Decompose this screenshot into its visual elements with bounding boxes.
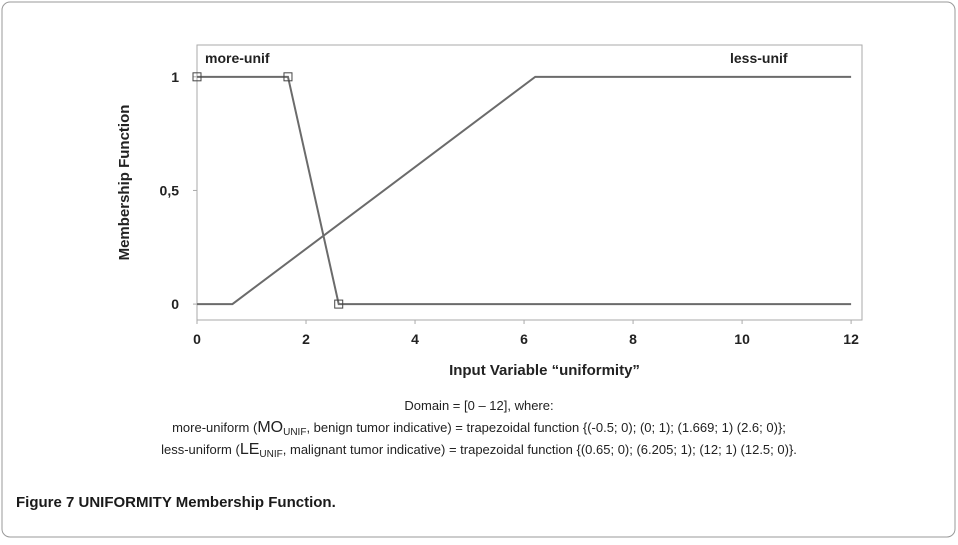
note: less-uniform (LEUNIF, malignant tumor in… [161, 441, 797, 460]
point-marker [283, 72, 293, 82]
series-label: less-unif [730, 50, 788, 66]
plot-frame [196, 44, 863, 321]
x-tick-label: 10 [734, 331, 750, 347]
x-axis-label: Input Variable “uniformity” [449, 362, 640, 379]
series-line [197, 75, 852, 306]
x-tick-label: 0 [193, 331, 201, 347]
y-tick-label: 0,5 [160, 182, 180, 198]
x-tick-label: 8 [629, 331, 637, 347]
note-part: less-uniform ( [161, 442, 240, 457]
note-part: LE [240, 441, 260, 458]
x-tick-label: 12 [843, 331, 859, 347]
series-label: more-unif [205, 50, 270, 66]
note-part: MO [257, 419, 283, 436]
note-part: Domain = [0 – 12], where: [404, 398, 553, 413]
x-tick-label: 2 [302, 331, 310, 347]
x-tick-label: 4 [411, 331, 419, 347]
note-part: UNIF [259, 449, 282, 460]
note-part: , malignant tumor indicative) = trapezoi… [283, 442, 797, 457]
note: Domain = [0 – 12], where: [404, 398, 553, 413]
note-part: , benign tumor indicative) = trapezoidal… [306, 420, 785, 435]
note-part: more-uniform ( [172, 420, 258, 435]
point-marker [192, 72, 202, 82]
y-tick-label: 1 [171, 69, 179, 85]
note-part: UNIF [283, 427, 306, 438]
figure-caption: Figure 7 UNIFORMITY Membership Function. [16, 494, 336, 511]
series-line [197, 75, 852, 306]
y-tick-label: 0 [171, 296, 179, 312]
note: more-uniform (MOUNIF, benign tumor indic… [172, 419, 786, 438]
x-tick-label: 6 [520, 331, 528, 347]
y-axis-label: Membership Function [116, 105, 133, 261]
point-marker [334, 299, 344, 309]
